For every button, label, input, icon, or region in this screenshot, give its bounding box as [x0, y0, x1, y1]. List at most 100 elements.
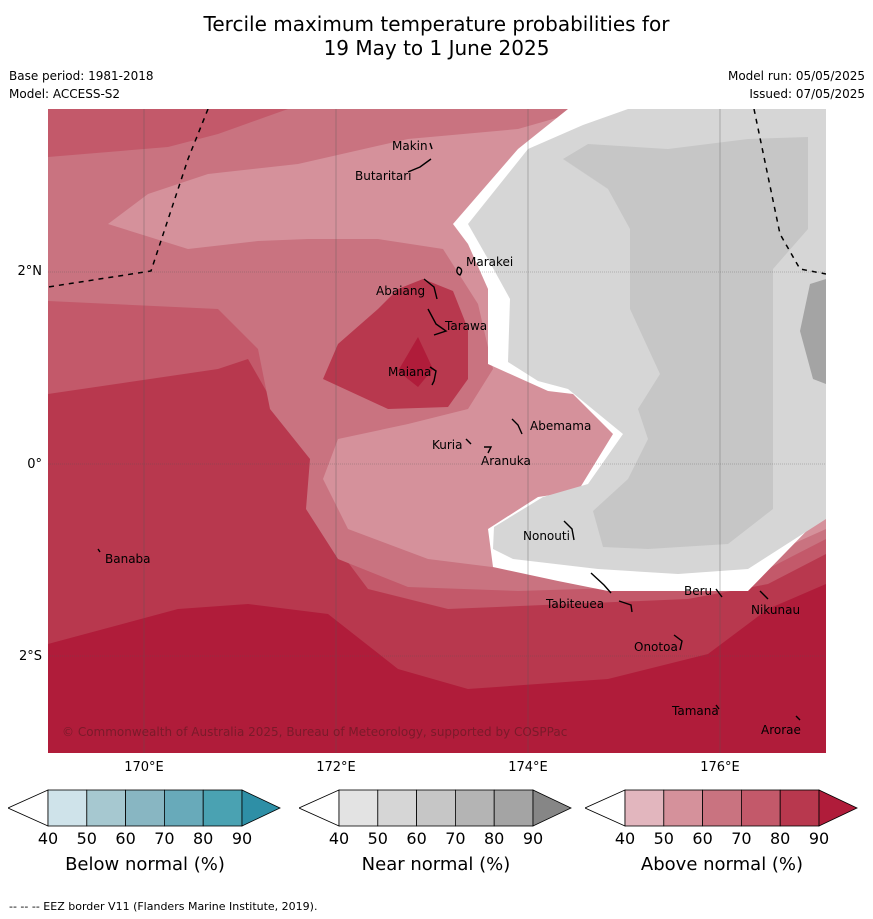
above-80-core [323, 279, 468, 409]
colorbar-below-tick: 80 [193, 829, 214, 848]
place-label-tamana: Tamana [671, 704, 719, 718]
colorbar-near-swatch-40-50 [338, 789, 379, 827]
place-label-abaiang: Abaiang [376, 284, 425, 298]
colorbar-above-title: Above normal (%) [640, 854, 804, 875]
colorbar-above-tick: 40 [614, 829, 636, 848]
colorbar-near-swatch-50-60 [377, 789, 418, 827]
colorbar-above-swatch-50-60 [663, 789, 704, 827]
colorbar-above-tick: 90 [808, 829, 830, 848]
colorbar-near-tick: 90 [522, 829, 544, 848]
place-label-makin: Makin [392, 139, 428, 153]
colorbar-below-swatch-50-60 [86, 789, 127, 827]
abemama-outline [511, 418, 523, 435]
colorbar-above-tick: 50 [653, 829, 674, 848]
probability-map: Makin Butaritari Marakei Abaiang Tarawa … [48, 109, 826, 753]
place-label-nonouti: Nonouti [523, 529, 570, 543]
marakei-outline [456, 266, 463, 276]
colorbar-above-tick: 60 [692, 829, 713, 848]
colorbar-above-swatch-40-50 [624, 789, 665, 827]
colorbar-above-tick: 80 [770, 829, 791, 848]
lon-label-174e: 174°E [508, 760, 548, 775]
colorbar-near-swatch-70-80 [454, 789, 495, 827]
colorbar-near-swatch-60-70 [416, 789, 456, 827]
maiana-outline [429, 366, 437, 386]
place-label-nikunau: Nikunau [751, 603, 800, 617]
place-label-beru: Beru [684, 584, 712, 598]
copyright-credit: © Commonwealth of Australia 2025, Bureau… [62, 725, 567, 739]
map-title: Tercile maximum temperature probabilitie… [0, 12, 873, 60]
aranuka-outline [484, 446, 493, 454]
eez-footer-note: -- -- -- EEZ border V11 (Flanders Marine… [9, 900, 318, 913]
colorbar-below-swatch-70-80 [163, 789, 204, 827]
kuria-outline [465, 438, 472, 445]
meta-left: Base period: 1981-2018 Model: ACCESS-S2 [9, 67, 154, 103]
eez-border-east [753, 109, 826, 275]
nonouti-outline [563, 520, 575, 541]
place-label-banaba: Banaba [105, 552, 151, 566]
colorbar-near-tick: 70 [445, 829, 466, 848]
colorbar-near-swatch-80-90 [493, 789, 534, 827]
place-label-aranuka: Aranuka [481, 454, 531, 468]
lat-label-0: 0° [27, 457, 42, 472]
place-label-marakei: Marakei [466, 255, 513, 269]
colorbar-below-tick: 50 [76, 829, 97, 848]
lon-label-172e: 172°E [316, 760, 356, 775]
meta-right: Model run: 05/05/2025 Issued: 07/05/2025 [728, 67, 865, 103]
place-label-arorae: Arorae [761, 723, 801, 737]
abaiang-outline [423, 278, 438, 300]
colorbar-near-title: Near normal (%) [361, 854, 511, 875]
colorbar-near-tick: 40 [328, 829, 350, 848]
lat-label-2n: 2°N [17, 264, 43, 279]
near-normal-50-region [563, 137, 808, 549]
onotoa-outline [673, 634, 683, 651]
colorbar-below-swatch-40-50 [47, 789, 88, 827]
lon-label-170e: 170°E [124, 760, 164, 775]
tamana-outline [715, 704, 720, 710]
colorbar-near-tick: 80 [484, 829, 505, 848]
place-label-tarawa: Tarawa [444, 319, 487, 333]
title-line-1: Tercile maximum temperature probabilitie… [203, 12, 670, 36]
colorbar-above-swatch-70-80 [740, 789, 781, 827]
colorbar-below-tick: 60 [115, 829, 136, 848]
beru-outline [715, 588, 723, 598]
grid-lines [48, 109, 826, 753]
colorbar-below-normal [8, 789, 281, 827]
colorbar-above-swatch-under [585, 789, 626, 827]
colorbar-below-swatch-under [8, 789, 49, 827]
colorbar-near-tick: 50 [367, 829, 388, 848]
tarawa-outline [427, 308, 448, 336]
colorbar-below-swatch-over [241, 789, 281, 827]
nikunau-outline [759, 590, 769, 600]
lat-label-2s: 2°S [18, 649, 42, 664]
place-label-tabiteuea: Tabiteuea [545, 597, 604, 611]
colorbar-near-swatch-under [299, 789, 340, 827]
colorbar-below-swatch-60-70 [125, 789, 165, 827]
colorbar-above-swatch-60-70 [702, 789, 742, 827]
base-period: Base period: 1981-2018 [9, 69, 154, 83]
title-line-2: 19 May to 1 June 2025 [323, 36, 550, 60]
above-90-core [398, 337, 433, 387]
place-label-abemama: Abemama [530, 419, 591, 433]
place-label-butaritari: Butaritari [355, 169, 412, 183]
near-normal-60-region [800, 279, 826, 384]
model-name: Model: ACCESS-S2 [9, 87, 121, 101]
colorbar-above-swatch-over [818, 789, 858, 827]
model-run: Model run: 05/05/2025 [727, 69, 865, 83]
place-label-maiana: Maiana [388, 365, 431, 379]
butaritari-outline [407, 158, 432, 173]
colorbar-near-swatch-over [532, 789, 572, 827]
issued-date: Issued: 07/05/2025 [749, 87, 865, 101]
arorae-outline [795, 715, 801, 721]
colorbar-above-swatch-80-90 [779, 789, 820, 827]
colorbar-near-normal [299, 789, 572, 827]
colorbar-above-tick: 70 [731, 829, 752, 848]
place-label-onotoa: Onotoa [634, 640, 678, 654]
colorbar-below-tick: 70 [154, 829, 175, 848]
colorbar-near-tick: 60 [406, 829, 427, 848]
banaba-outline [97, 548, 101, 553]
makin-outline [429, 142, 433, 150]
colorbar-below-title: Below normal (%) [65, 854, 225, 875]
lon-label-176e: 176°E [700, 760, 740, 775]
island-outlines [97, 142, 801, 721]
colorbar-below-tick: 40 [37, 829, 59, 848]
